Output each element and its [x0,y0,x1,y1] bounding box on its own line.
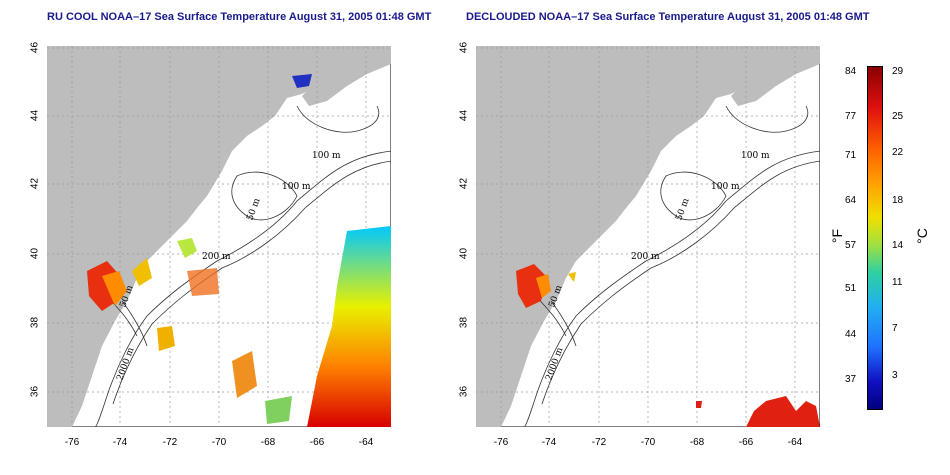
y-tick-label: 38 [29,316,41,329]
y-tick-label: 44 [458,109,470,122]
colorbar-f-tick: 37 [845,374,857,385]
left-panel-title: RU COOL NOAA–17 Sea Surface Temperature … [47,11,432,23]
y-tick-label: 38 [458,316,470,329]
colorbar-c-tick: 18 [892,195,904,206]
x-tick-label: -70 [211,437,227,448]
colorbar-c-tick: 3 [892,370,898,381]
x-tick-label: -70 [640,437,656,448]
colorbar-c-tick: 22 [892,147,904,158]
colorbar-unit-f: °F [829,228,846,244]
colorbar-f-tick: 51 [845,283,857,294]
y-tick-label: 40 [29,247,41,260]
x-tick-label: -74 [112,437,128,448]
right-map-panel: 100 m 100 m 50 m 200 m 50 m 2000 m [476,46,820,427]
y-tick-label: 42 [458,177,470,190]
colorbar-f-tick: 64 [845,195,857,206]
left-map-panel: 100 m 100 m 50 m 200 m 50 m 2000 m [47,46,391,427]
nova-scotia [287,46,391,106]
left-map-svg: 100 m 100 m 50 m 200 m 50 m 2000 m [47,46,391,427]
colorbar-f-tick: 77 [845,111,857,122]
contour-label: 100 m [711,182,740,192]
land-mass [47,46,377,427]
x-tick-label: -74 [541,437,557,448]
x-tick-label: -68 [689,437,705,448]
colorbar-unit-c: °C [913,228,930,244]
x-tick-label: -68 [260,437,276,448]
colorbar-c-tick: 7 [892,323,898,334]
contour-label: 100 m [312,151,341,161]
colorbar-f-tick: 84 [845,66,857,77]
colorbar-c-tick: 25 [892,111,904,122]
right-map-svg: 100 m 100 m 50 m 200 m 50 m 2000 m [476,46,820,427]
colorbar-f-tick: 57 [845,240,857,251]
land-mass [476,46,806,427]
x-tick-label: -72 [591,437,607,448]
colorbar-c-tick: 11 [892,277,903,288]
colorbar-f-tick: 71 [845,150,857,161]
lat-lon-grid [476,46,820,427]
x-tick-label: -66 [309,437,325,448]
sst-patches [87,74,391,427]
y-tick-label: 40 [458,247,470,260]
x-tick-label: -66 [738,437,754,448]
x-tick-label: -72 [162,437,178,448]
x-tick-label: -64 [358,437,374,448]
y-tick-label: 36 [458,385,470,398]
sst-patches [516,264,820,427]
right-panel-title: DECLOUDED NOAA–17 Sea Surface Temperatur… [466,11,870,23]
contour-label: 100 m [741,151,770,161]
colorbar-c-tick: 29 [892,66,904,77]
contour-label: 100 m [282,182,311,192]
y-tick-label: 46 [29,41,41,54]
colorbar [867,66,883,410]
y-tick-label: 44 [29,109,41,122]
colorbar-f-tick: 44 [845,329,857,340]
contour-label: 200 m [631,252,660,262]
x-tick-label: -76 [493,437,509,448]
colorbar-c-tick: 14 [892,240,904,251]
x-tick-label: -64 [787,437,803,448]
y-tick-label: 42 [29,177,41,190]
x-tick-label: -76 [64,437,80,448]
contour-label: 200 m [202,252,231,262]
y-tick-label: 36 [29,385,41,398]
nova-scotia [716,46,820,106]
y-tick-label: 46 [458,41,470,54]
